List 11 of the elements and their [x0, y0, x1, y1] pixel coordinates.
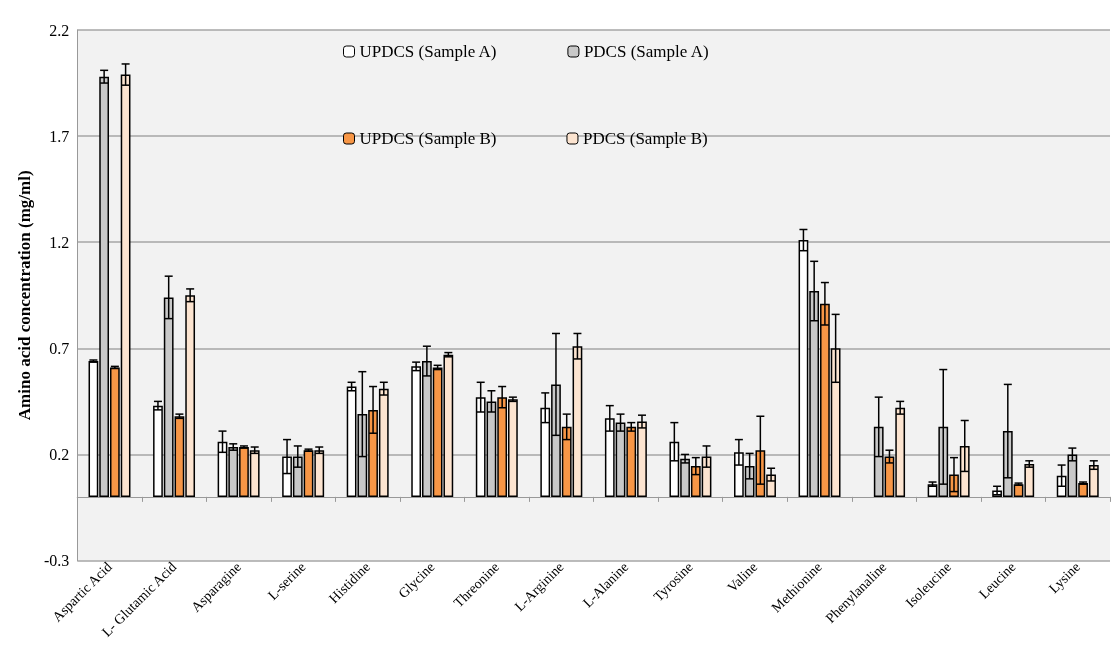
legend-label: UPDCS (Sample B) [359, 129, 497, 148]
y-tick-label: 0.2 [49, 445, 70, 463]
y-tick-label: 0.7 [49, 339, 70, 357]
y-tick-label: 1.7 [49, 127, 70, 145]
legend-label: PDCS (Sample A) [583, 42, 709, 61]
y-tick-label: 1.2 [49, 233, 70, 251]
legend-label: UPDCS (Sample A) [359, 42, 497, 61]
legend-label: PDCS (Sample B) [582, 129, 708, 148]
y-tick-label: -0.3 [43, 552, 70, 570]
y-axis-title: Amino acid concentration (mg/ml) [15, 170, 34, 421]
y-tick-label: 2.2 [49, 21, 70, 39]
